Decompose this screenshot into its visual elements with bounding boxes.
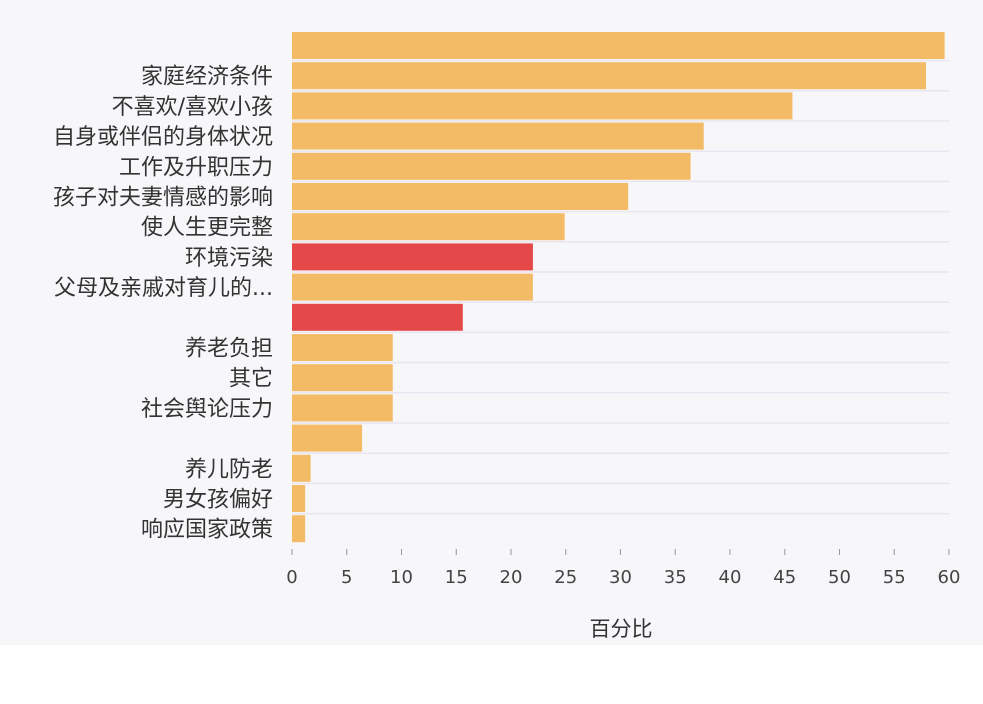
x-tick-label: 5 (341, 567, 352, 588)
bar (292, 183, 629, 210)
bar (292, 92, 793, 120)
x-tick-label: 25 (554, 567, 577, 588)
category-label: 其它 (229, 367, 273, 392)
category-labels: 家庭经济条件不喜欢/喜欢小孩自身或伴侣的身体状况工作及升职压力孩子对夫妻情感的影… (53, 65, 273, 543)
bar (292, 243, 533, 271)
x-axis-title: 百分比 (590, 617, 653, 641)
bar (292, 152, 691, 180)
category-label: 家庭经济条件 (141, 65, 273, 90)
category-label: 响应国家政策 (141, 518, 273, 543)
bar (292, 394, 393, 422)
category-label: 社会舆论压力 (141, 397, 273, 422)
x-tick-label: 60 (938, 567, 961, 588)
bar (292, 485, 306, 512)
category-label: 养老负担 (185, 337, 273, 362)
x-tick-label: 30 (609, 567, 632, 588)
x-tick-label: 15 (445, 567, 468, 588)
category-label: 使人生更完整 (141, 216, 273, 241)
x-tick-label: 55 (883, 567, 906, 588)
x-tick-label: 50 (828, 567, 851, 588)
bar (292, 424, 363, 452)
category-label: 工作及升职压力 (119, 155, 273, 180)
bar (292, 32, 945, 59)
category-label: 环境污染 (185, 246, 273, 271)
x-tick-label: 45 (773, 567, 796, 588)
x-axis: 0 5 10 15 20 25 30 35 40 45 50 55 60 (286, 549, 960, 588)
bar (292, 334, 393, 361)
bar (292, 515, 306, 543)
bar (292, 273, 533, 301)
category-label: 父母及亲戚对育儿的... (54, 276, 273, 301)
gridlines (292, 59, 949, 515)
bar (292, 364, 393, 392)
bars (292, 32, 945, 543)
bar (292, 122, 704, 150)
bar (292, 213, 565, 241)
category-label: 男女孩偏好 (163, 488, 273, 513)
category-label: 孩子对夫妻情感的影响 (53, 186, 273, 211)
x-tick-label: 35 (664, 567, 687, 588)
bar (292, 62, 927, 90)
x-tick-label: 20 (500, 567, 523, 588)
bar (292, 454, 311, 482)
category-label: 养儿防老 (185, 457, 273, 482)
x-tick-label: 40 (719, 567, 742, 588)
x-tick-label: 0 (286, 567, 297, 588)
bar (292, 303, 463, 331)
x-tick-label: 10 (390, 567, 413, 588)
category-label: 自身或伴侣的身体状况 (53, 125, 273, 150)
category-label: 不喜欢/喜欢小孩 (112, 95, 273, 120)
